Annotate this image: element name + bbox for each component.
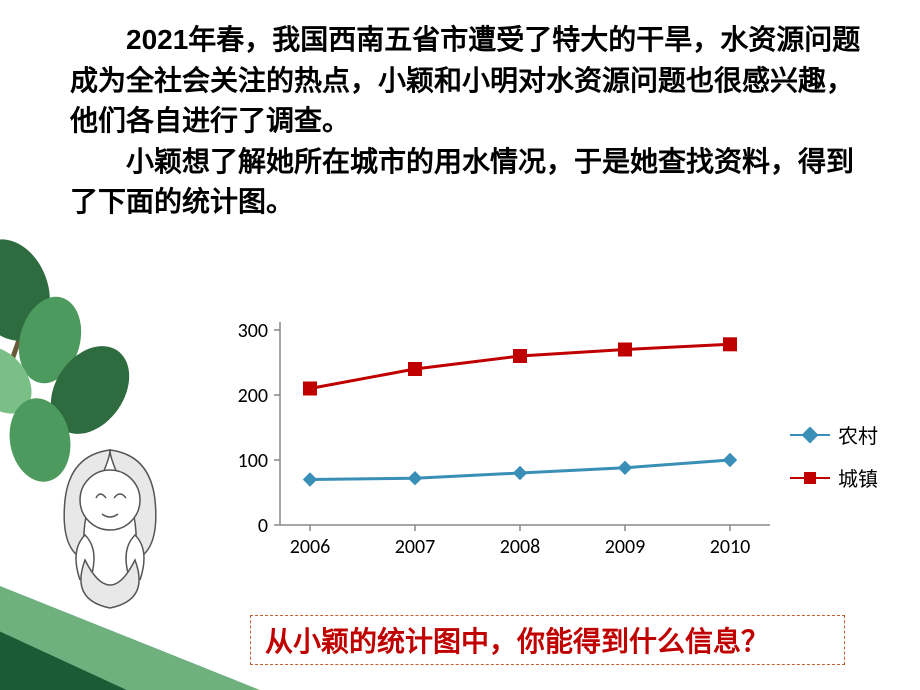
legend-item-rural: 农村	[790, 420, 900, 449]
svg-text:200: 200	[238, 384, 268, 408]
svg-text:2009: 2009	[605, 535, 646, 559]
legend-marker-rural	[790, 428, 830, 442]
legend-label-urban: 城镇	[838, 463, 878, 492]
svg-text:100: 100	[238, 449, 268, 473]
legend-marker-urban	[790, 471, 830, 485]
year-bold: 2021	[126, 24, 188, 55]
chart-svg: 0 100 200 300 2006 2007 2008 2009 2010	[200, 290, 880, 590]
legend-label-rural: 农村	[838, 420, 878, 449]
paragraph-1: 2021年春，我国西南五省市遭受了特大的干旱，水资源问题成为全社会关注的热点，小…	[70, 20, 880, 142]
line-chart: 0 100 200 300 2006 2007 2008 2009 2010	[200, 290, 880, 590]
body-paragraph: 2021年春，我国西南五省市遭受了特大的干旱，水资源问题成为全社会关注的热点，小…	[70, 20, 880, 223]
paragraph-1-text: 年春，我国西南五省市遭受了特大的干旱，水资源问题成为全社会关注的热点，小颖和小明…	[70, 24, 860, 136]
svg-text:2010: 2010	[710, 535, 751, 559]
girl-illustration	[30, 430, 190, 610]
svg-text:2006: 2006	[290, 535, 331, 559]
slide: 2021年春，我国西南五省市遭受了特大的干旱，水资源问题成为全社会关注的热点，小…	[0, 0, 920, 690]
legend-item-urban: 城镇	[790, 463, 900, 492]
svg-text:300: 300	[238, 319, 268, 343]
svg-text:2008: 2008	[500, 535, 541, 559]
svg-text:0: 0	[258, 514, 268, 538]
question-text: 从小颖的统计图中，你能得到什么信息？	[265, 620, 769, 660]
question-box: 从小颖的统计图中，你能得到什么信息？	[250, 615, 845, 665]
paragraph-2: 小颖想了解她所在城市的用水情况，于是她查找资料，得到了下面的统计图。	[70, 142, 880, 223]
svg-text:2007: 2007	[395, 535, 436, 559]
paragraph-2-text: 小颖想了解她所在城市的用水情况，于是她查找资料，得到了下面的统计图。	[70, 146, 854, 218]
chart-legend: 农村 城镇	[790, 420, 900, 506]
